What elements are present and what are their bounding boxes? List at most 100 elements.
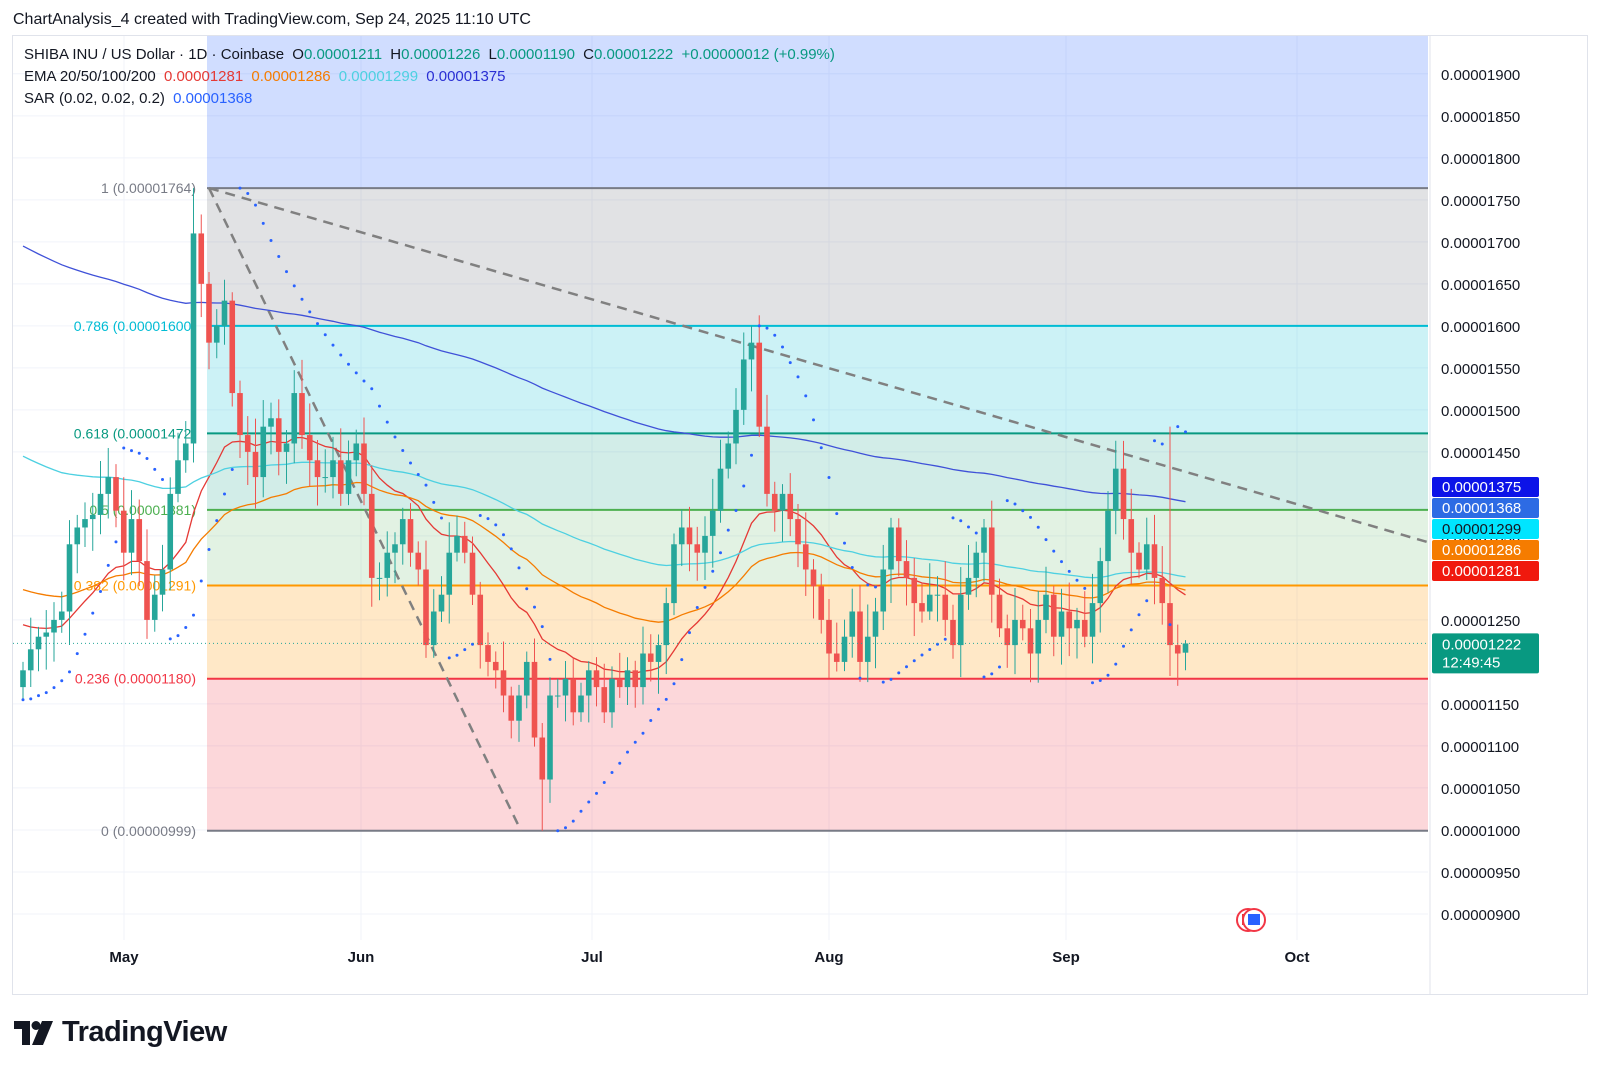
candle-body [1012,619,1018,646]
sar-dot [812,418,815,422]
x-tick-label: Sep [1052,949,1080,966]
candle-body [1182,643,1189,653]
candle-body [787,493,794,520]
candle-body [795,519,801,545]
candle-body [647,653,654,662]
fib-zone [207,509,1428,586]
sar-dot [750,453,753,457]
price-tag [1432,498,1539,518]
tradingview-logo[interactable]: TradingView [14,1016,227,1049]
candle-body [895,527,902,562]
sar-dot [99,589,102,593]
candle-body [748,342,755,360]
candle-body [244,435,251,452]
sar-dot [502,533,505,537]
y-tick-label: 0.00001250 [1441,613,1520,630]
y-tick-label: 0.00001750 [1441,193,1520,210]
candle-body [624,670,631,688]
candle-body [120,510,127,553]
sar-dot [726,528,730,532]
candle-body [469,552,476,595]
candle-body [1035,619,1042,654]
candle-body [1043,594,1049,620]
legend-close-value: 0.00001222 [594,46,674,63]
sar-dot [1176,425,1180,429]
candle-body [97,493,104,515]
candle-body [144,561,150,620]
sar-dot [672,682,676,686]
candle-body [454,535,460,553]
candle-body [1089,603,1096,637]
candle-body [826,619,832,654]
legend-high-label: H [390,46,402,63]
sar-dot [60,679,64,683]
sar-dot [261,221,265,225]
sar-dot [432,500,436,504]
sar-dot [362,379,366,383]
sar-dot [1160,442,1164,446]
legend-sar-value: 0.00001368 [173,90,253,107]
y-axis: 0.00001900 0.00001850 0.00001800 0.00001750… [1441,67,1520,924]
candle-body [105,477,112,494]
sar-dot [548,657,552,661]
candle-body [1128,519,1135,553]
candle-body [407,519,414,553]
candle-body [43,632,50,637]
candle-body [678,527,685,545]
sar-dot [122,446,126,450]
sar-dot [564,826,567,830]
sar-dot [881,680,885,684]
candle-body [671,544,677,604]
sar-dot [1021,509,1025,513]
sar-dot [463,648,467,652]
sar-dot [773,333,777,337]
candle-body [58,611,65,620]
sar-dot [579,809,583,813]
candle-body [919,603,925,612]
candle-body [275,418,282,452]
candle-body [1050,594,1057,637]
legend-sar-label[interactable]: SAR (0.02, 0.02, 0.2) [24,90,165,107]
candle-body [864,636,871,662]
sar-dot [176,634,180,638]
tradingview-logo-text: TradingView [62,1016,227,1048]
sar-dot [75,652,79,656]
sar-dot [246,191,250,195]
sar-dot [106,563,110,567]
legend-ema200: 0.00001375 [426,68,506,85]
fib-zone [207,325,1428,434]
candle-body [198,233,205,284]
candle-body [500,670,507,696]
sar-dot [982,675,986,679]
sar-dot [959,519,963,523]
sar-dot [595,791,598,795]
candle-body [593,670,600,688]
candle-body [1143,544,1150,570]
candle-body [996,594,1003,629]
candle-body [113,477,119,511]
sar-dot [308,310,312,314]
candle-body [361,443,367,494]
candle-body [182,443,189,461]
legend-symbol[interactable]: SHIBA INU / US Dollar · 1D · Coinbase [24,46,285,63]
legend-sar: SAR (0.02, 0.02, 0.2) 0.00001368 [24,90,256,107]
sar-dot [440,516,443,520]
candle-body [376,577,383,579]
candle-body [950,619,956,646]
sar-dot [1137,613,1141,617]
candle-body [213,325,220,343]
candle-body [764,426,770,494]
candle-body [857,611,863,662]
sar-dot [378,404,381,408]
chart-caption: ChartAnalysis_4 created with TradingView… [13,11,531,28]
sar-dot [145,457,149,461]
legend-ema-label[interactable]: EMA 20/50/100/200 [24,68,156,85]
candle-body [570,678,577,713]
sar-dot [52,686,56,690]
countdown-timer: 12:49:45 [1442,654,1500,671]
candle-body [221,300,228,326]
candle-body [926,594,933,612]
candle-body [291,393,298,444]
sar-dot [866,583,870,587]
